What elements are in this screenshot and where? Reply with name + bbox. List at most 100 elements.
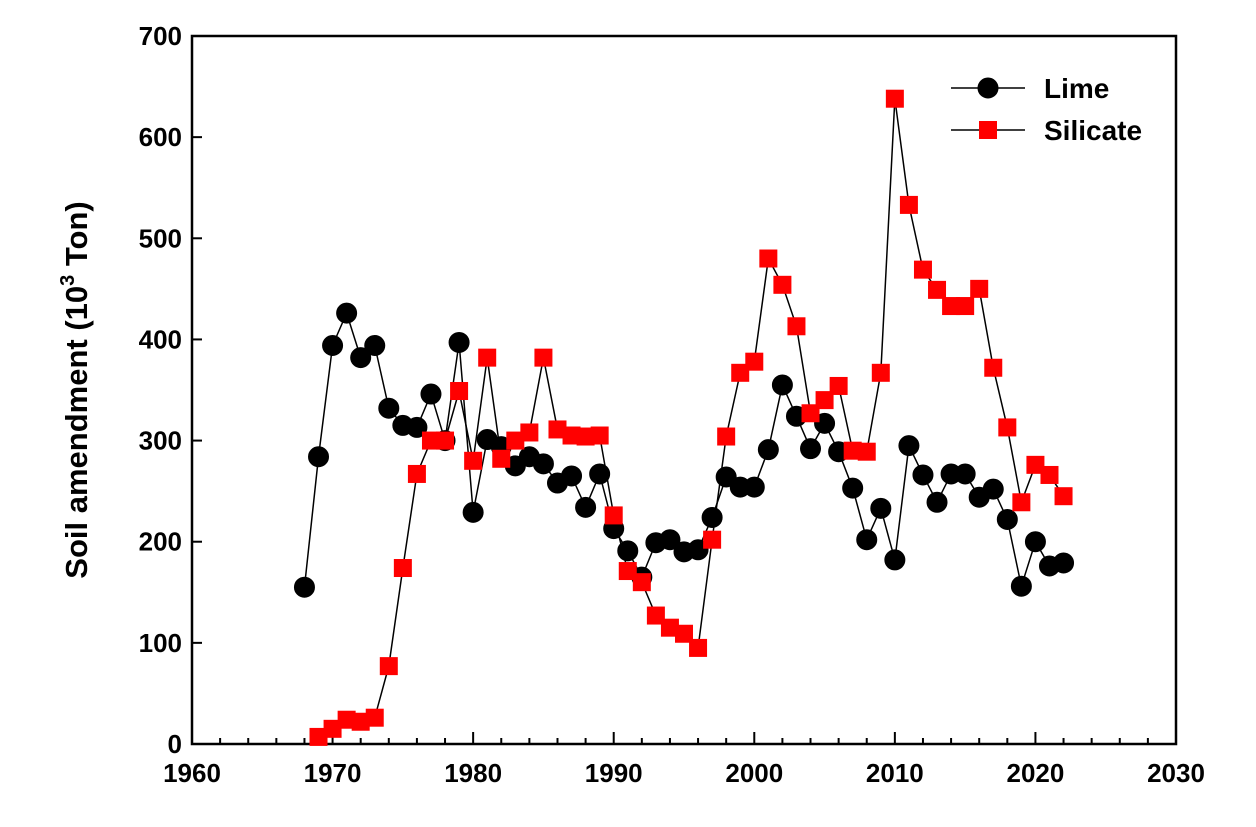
data-point (996, 508, 1018, 530)
data-point (364, 334, 386, 356)
data-point (687, 539, 709, 561)
legend-item-lime: Lime (951, 73, 1109, 104)
data-point (660, 618, 679, 637)
data-point (520, 423, 539, 442)
data-point (1026, 455, 1045, 474)
data-point (801, 404, 820, 423)
data-point (970, 279, 989, 298)
x-axis-ticks: 1960 1970 1980 1990 2000 2010 2020 2030 (163, 732, 1205, 788)
x-tick-label: 2000 (725, 758, 783, 788)
data-point (562, 426, 581, 445)
series-lime (293, 302, 1075, 598)
data-point (421, 431, 440, 450)
x-tick-label: 1980 (444, 758, 502, 788)
data-point (926, 491, 948, 513)
y-tick-label: 0 (168, 729, 182, 759)
data-point (590, 426, 609, 445)
y-axis-ticks: 0 100 200 300 400 500 600 700 (139, 21, 202, 759)
data-point (954, 463, 976, 485)
data-point (420, 383, 442, 405)
y-tick-label: 400 (139, 324, 182, 354)
data-point (632, 573, 651, 592)
data-point (548, 420, 567, 439)
data-point (617, 540, 639, 562)
y-axis-title-superscript: 3 (57, 275, 79, 286)
data-point (323, 719, 342, 738)
legend-label: Silicate (1044, 115, 1142, 146)
data-point (857, 442, 876, 461)
data-point (575, 496, 597, 518)
plot-frame (190, 34, 1178, 746)
y-tick-label: 500 (139, 223, 182, 253)
data-point (928, 280, 947, 299)
data-point (534, 348, 553, 367)
y-tick-label: 300 (139, 426, 182, 456)
data-point (899, 195, 918, 214)
data-point (322, 334, 344, 356)
data-point (703, 530, 722, 549)
data-point (956, 297, 975, 316)
data-point (462, 501, 484, 523)
data-point (814, 412, 836, 434)
x-tick-label: 1970 (304, 758, 362, 788)
data-point (884, 549, 906, 571)
data-point (336, 302, 358, 324)
y-tick-label: 700 (139, 21, 182, 51)
data-point (745, 352, 764, 371)
data-point (787, 317, 806, 336)
legend-item-silicate: Silicate (951, 115, 1142, 146)
data-point (532, 453, 554, 475)
data-point (393, 559, 412, 578)
data-point (492, 449, 511, 468)
data-point (646, 606, 665, 625)
data-point (407, 464, 426, 483)
data-point (731, 363, 750, 382)
data-point (1010, 575, 1032, 597)
data-point (365, 708, 384, 727)
data-point (293, 576, 315, 598)
data-point (1012, 493, 1031, 512)
data-point (773, 275, 792, 294)
data-point (337, 710, 356, 729)
data-point (757, 439, 779, 461)
data-point (800, 438, 822, 460)
data-point (829, 376, 848, 395)
data-point (589, 463, 611, 485)
x-tick-label: 1990 (585, 758, 643, 788)
data-point (659, 529, 681, 551)
legend-marker (977, 77, 999, 99)
data-point (309, 727, 328, 746)
data-point (308, 446, 330, 468)
data-point (898, 435, 920, 457)
data-point (701, 506, 723, 528)
series-silicate (309, 89, 1073, 746)
y-tick-label: 600 (139, 122, 182, 152)
data-point (856, 529, 878, 551)
legend-marker (979, 121, 997, 139)
data-point (1040, 465, 1059, 484)
data-point (717, 427, 736, 446)
series-layer (293, 89, 1075, 746)
data-point (689, 638, 708, 657)
data-point (998, 418, 1017, 437)
legend-label: Lime (1044, 73, 1109, 104)
y-tick-label: 100 (139, 628, 182, 658)
data-point (771, 374, 793, 396)
data-point (1054, 487, 1073, 506)
data-point (984, 358, 1003, 377)
data-point (464, 451, 483, 470)
data-point (379, 657, 398, 676)
data-point (618, 562, 637, 581)
data-point (885, 89, 904, 108)
data-point (478, 348, 497, 367)
data-point (870, 497, 892, 519)
x-tick-label: 2020 (1007, 758, 1065, 788)
data-point (842, 477, 864, 499)
x-tick-label: 1960 (163, 758, 221, 788)
data-point (912, 464, 934, 486)
plot-border (190, 34, 1178, 746)
data-point (351, 712, 370, 731)
data-point (815, 391, 834, 410)
data-point (450, 382, 469, 401)
